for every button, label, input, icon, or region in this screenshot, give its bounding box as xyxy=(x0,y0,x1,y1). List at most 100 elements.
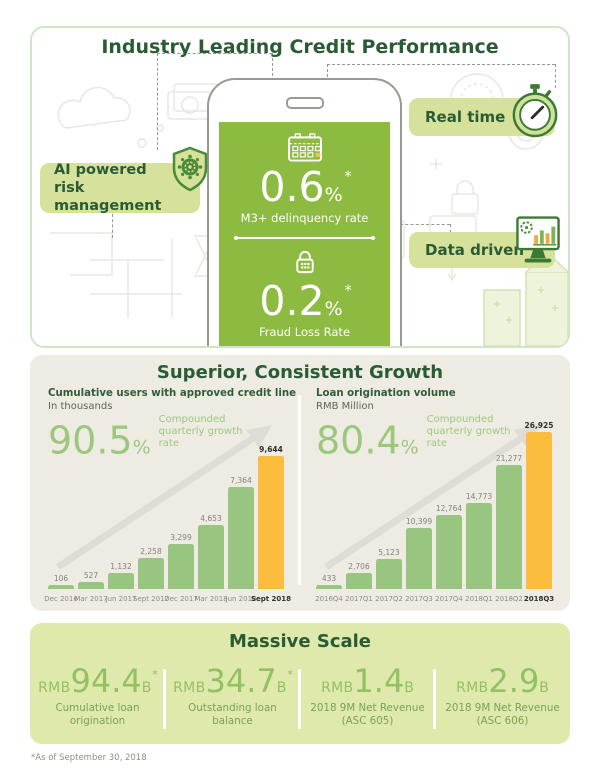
phone-mockup: 0.6%* M3+ delinquency rate 0.2%* Fraud L… xyxy=(207,78,402,346)
delinquency-stat: 0.6%* xyxy=(259,163,352,211)
chart-subtitle: In thousands xyxy=(48,401,113,412)
bar-value-label: 3,299 xyxy=(170,533,192,542)
bar: 3,299 xyxy=(168,533,194,589)
fraud-stat: 0.2%* xyxy=(259,277,352,325)
bar-rect xyxy=(376,559,402,589)
x-axis-label: 2017Q4 xyxy=(435,595,463,603)
connector-dash xyxy=(112,214,113,238)
x-axis-label: Dec 2016 xyxy=(44,595,78,603)
bar-rect xyxy=(198,525,224,589)
asterisk-note: * xyxy=(344,283,352,299)
bar-rect xyxy=(346,573,372,589)
growth-rate-value: 90.5 xyxy=(48,418,133,463)
trend-arrow-icon xyxy=(56,425,272,570)
percent-sign: % xyxy=(400,436,419,459)
x-axis-label: 2018Q2 xyxy=(495,595,523,603)
x-axis-label: Sept 2017 xyxy=(133,595,169,603)
x-axis-label: 2017Q1 xyxy=(345,595,373,603)
bar-rect xyxy=(48,585,74,589)
fraud-label: Fraud Loss Rate xyxy=(258,325,351,339)
massive-scale-section: Massive Scale RMB 94.4 B * Cumulative loan … xyxy=(30,623,570,744)
growth-chart-panel: Cumulative users with approved credit li… xyxy=(44,388,297,603)
bar-rect xyxy=(168,544,194,589)
scale-stats: RMB 94.4 B * Cumulative loan origination RM… xyxy=(30,665,570,729)
stat-suffix: B xyxy=(276,680,287,696)
scale-stat-value: RMB 2.9 B xyxy=(435,665,570,697)
growth-rate: 80.4% Compounded quarterly growth rate xyxy=(316,414,556,460)
scale-stat-label: 2018 9M Net Revenue (ASC 605) xyxy=(310,702,425,728)
bar-rect xyxy=(466,503,492,589)
currency-label: RMB xyxy=(173,680,206,696)
bar: 106 xyxy=(48,574,74,589)
shield-gear-icon xyxy=(172,146,208,192)
chart-title: Cumulative users with approved credit li… xyxy=(48,388,297,399)
bar-rect xyxy=(406,528,432,589)
growth-chart-panel: Loan origination volume RMB Million 80.4… xyxy=(315,388,556,603)
stat-suffix: B xyxy=(539,680,549,696)
bar: 433 xyxy=(316,574,342,589)
stat-number: 94.4 xyxy=(70,662,142,700)
scale-stat-label: 2018 9M Net Revenue (ASC 606) xyxy=(445,702,560,728)
scale-stat: RMB 2.9 B 2018 9M Net Revenue (ASC 606) xyxy=(435,665,570,729)
credit-performance-card: Industry Leading Credit Performance xyxy=(30,26,570,348)
data-monitor-icon xyxy=(516,216,560,263)
bar-group: 433 2,706 5,123 10,399 12,764 14,773 21,277 26,… xyxy=(316,421,553,589)
phone-screen: 0.6%* M3+ delinquency rate 0.2%* Fraud L… xyxy=(219,122,390,346)
bar-value-label: 106 xyxy=(53,574,69,583)
scale-stat-value: RMB 94.4 B * xyxy=(30,665,165,697)
x-axis-label: Mar 2017 xyxy=(74,595,108,603)
asterisk-note: * xyxy=(287,668,293,681)
bar: 9,644 xyxy=(258,445,284,589)
bar-value-label: 7,364 xyxy=(230,476,252,485)
currency-label: RMB xyxy=(456,680,489,696)
bar: 26,925 xyxy=(525,421,553,589)
bar-value-label: 10,399 xyxy=(405,517,433,526)
growth-section: Superior, Consistent Growth Cumulative u… xyxy=(30,355,570,611)
bar-rect xyxy=(316,585,342,589)
bar: 5,123 xyxy=(376,548,402,589)
growth-rate-value: 80.4 xyxy=(316,418,401,463)
bar-value-label: 21,277 xyxy=(495,454,523,463)
bar-rect xyxy=(436,515,462,589)
bar-value-label: 1,132 xyxy=(110,562,132,571)
growth-rate-caption: Compounded quarterly growth rate xyxy=(426,414,511,449)
x-axis-label: Jun 2017 xyxy=(105,595,137,603)
bar-value-label: 2,258 xyxy=(140,547,162,556)
ai-risk-label: AI powered risk management xyxy=(54,161,162,215)
bar-rect xyxy=(138,558,164,589)
scale-stat-value: RMB 34.7 B * xyxy=(165,665,300,697)
asterisk-note: * xyxy=(344,169,352,185)
asterisk-note: * xyxy=(152,668,158,681)
bar-rect xyxy=(258,456,284,589)
bar: 4,653 xyxy=(198,514,224,589)
bar-rect xyxy=(526,432,552,589)
bar-value-label: 4,653 xyxy=(200,514,222,523)
stat-divider xyxy=(298,669,301,729)
bar-rect xyxy=(228,487,254,589)
x-axis-label: 2018Q3 xyxy=(523,595,555,603)
massive-scale-title: Massive Scale xyxy=(228,631,372,652)
lock-icon xyxy=(295,251,314,274)
percent-sign: % xyxy=(132,436,151,459)
bar: 1,132 xyxy=(108,562,134,589)
currency-label: RMB xyxy=(321,680,354,696)
connector-dash xyxy=(157,53,272,54)
bar-rect xyxy=(108,573,134,589)
footnote: *As of September 30, 2018 xyxy=(31,753,147,763)
x-axis-labels: 2016Q4 2017Q1 2017Q2 2017Q3 2017Q4 2018Q1 2018… xyxy=(315,595,555,603)
bar-value-label: 14,773 xyxy=(465,492,493,501)
growth-rate: 90.5% Compounded quarterly growth rate xyxy=(48,414,288,460)
growth-rate-caption: Compounded quarterly growth rate xyxy=(158,414,243,449)
x-axis-label: 2018Q1 xyxy=(465,595,493,603)
scale-stat-value: RMB 1.4 B xyxy=(300,665,435,697)
growth-section-title: Superior, Consistent Growth xyxy=(156,362,444,383)
growth-charts: Cumulative users with approved credit li… xyxy=(30,355,570,611)
stat-divider xyxy=(163,669,166,729)
data-driven-label: Data driven xyxy=(425,241,524,259)
bar-value-label: 433 xyxy=(321,574,337,583)
x-axis-label: 2017Q3 xyxy=(405,595,433,603)
bar: 10,399 xyxy=(406,517,432,589)
x-axis-label: Mar 2018 xyxy=(194,595,228,603)
fraud-value: 0.2 xyxy=(259,277,325,325)
scale-stat-label: Cumulative loan origination xyxy=(55,702,140,728)
